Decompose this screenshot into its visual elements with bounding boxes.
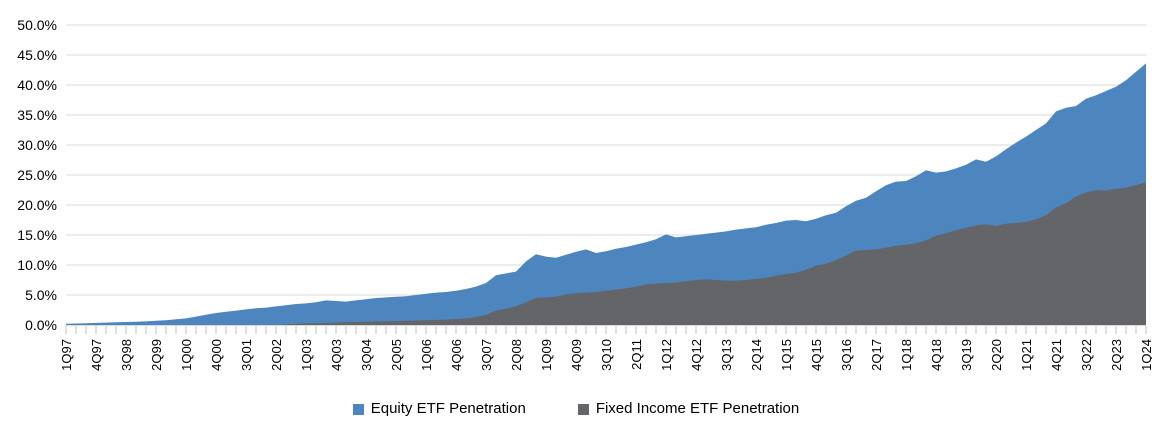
x-axis-label: 2Q05: [389, 339, 404, 371]
x-axis-label: 3Q13: [719, 339, 734, 371]
y-axis-label: 20.0%: [17, 197, 57, 213]
legend: Equity ETF Penetration Fixed Income ETF …: [0, 399, 1152, 419]
x-axis-label: 3Q10: [599, 339, 614, 371]
x-axis-label: 4Q12: [689, 339, 704, 371]
y-axis-label: 35.0%: [17, 107, 57, 123]
x-axis-label: 4Q97: [89, 339, 104, 371]
x-axis-label: 3Q07: [479, 339, 494, 371]
x-axis-label: 1Q15: [779, 339, 794, 371]
legend-item-fixed-income: Fixed Income ETF Penetration: [577, 399, 800, 419]
y-axis-label: 15.0%: [17, 227, 57, 243]
x-axis-label: 2Q14: [749, 339, 764, 371]
y-axis-label: 0.0%: [25, 317, 57, 333]
x-axis-label: 1Q03: [299, 339, 314, 371]
x-axis-label: 3Q01: [239, 339, 254, 371]
x-axis-label: 3Q04: [359, 339, 374, 371]
x-axis-label: 4Q18: [929, 339, 944, 371]
legend-label-equity: Equity ETF Penetration: [370, 400, 526, 417]
x-axis-label: 4Q03: [329, 339, 344, 371]
x-axis-label: 1Q21: [1019, 339, 1034, 371]
area-series-fixed-income: [66, 182, 1146, 325]
x-axis-label: 4Q00: [209, 339, 224, 371]
x-axis-label: 1Q00: [179, 339, 194, 371]
y-axis-label: 50.0%: [17, 17, 57, 33]
x-axis-label: 4Q06: [449, 339, 464, 371]
legend-item-equity: Equity ETF Penetration: [352, 399, 526, 419]
x-axis-label: 1Q18: [899, 339, 914, 371]
y-axis-label: 10.0%: [17, 257, 57, 273]
x-axis-label: 2Q11: [629, 339, 644, 370]
x-axis-label: 1Q12: [659, 339, 674, 371]
x-axis-label: 1Q06: [419, 339, 434, 371]
x-axis-label: 2Q08: [509, 339, 524, 371]
x-axis-label: 2Q02: [269, 339, 284, 371]
x-axis-label: 3Q16: [839, 339, 854, 371]
y-axis-label: 30.0%: [17, 137, 57, 153]
y-axis-label: 45.0%: [17, 47, 57, 63]
legend-swatch-equity-icon: [352, 403, 364, 415]
legend-label-fixed-income: Fixed Income ETF Penetration: [595, 400, 800, 417]
x-axis-label: 1Q24: [1139, 339, 1152, 371]
x-axis-label: 2Q99: [149, 339, 164, 371]
x-axis-label: 1Q97: [59, 339, 74, 371]
legend-swatch-fixed-income-icon: [577, 403, 589, 415]
x-axis-label: 4Q21: [1049, 339, 1064, 371]
x-axis-label: 2Q20: [989, 339, 1004, 371]
y-axis-label: 5.0%: [25, 287, 57, 303]
x-axis-label: 3Q98: [119, 339, 134, 371]
x-axis-label: 2Q23: [1109, 339, 1124, 371]
x-axis-label: 4Q09: [569, 339, 584, 371]
x-axis-label: 4Q15: [809, 339, 824, 371]
x-axis-label: 3Q22: [1079, 339, 1094, 371]
x-axis-label: 2Q17: [869, 339, 884, 371]
y-axis-label: 25.0%: [17, 167, 57, 183]
y-axis-label: 40.0%: [17, 77, 57, 93]
x-axis-label: 3Q19: [959, 339, 974, 371]
x-axis-label: 1Q09: [539, 339, 554, 371]
